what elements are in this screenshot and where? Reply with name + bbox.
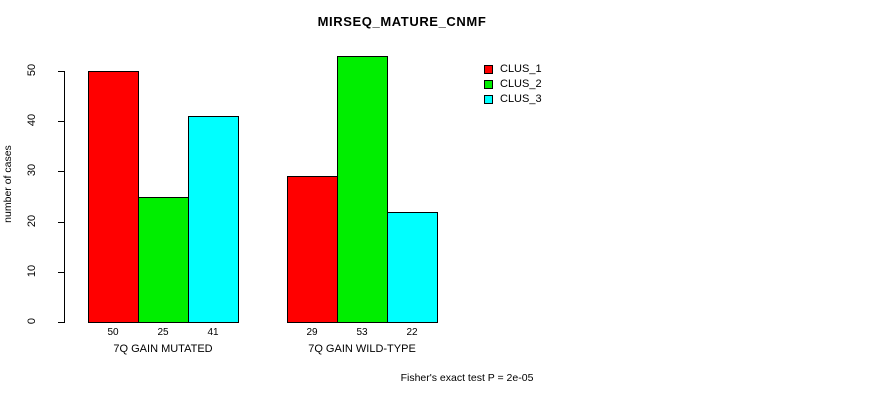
legend: CLUS_1 CLUS_2 CLUS_3 [484, 62, 542, 107]
y-tick-label-text: 30 [26, 164, 38, 177]
y-tick-label: 40 [12, 114, 52, 126]
bar-value-label: 53 [356, 327, 368, 338]
y-tick-mark [58, 322, 64, 323]
y-axis-line [64, 71, 65, 323]
bar-value-label: 41 [207, 327, 219, 338]
legend-color-swatch [484, 95, 493, 104]
bar [387, 211, 438, 323]
y-tick-label-text: 20 [26, 214, 38, 227]
legend-color-swatch [484, 65, 493, 74]
y-tick-label: 50 [12, 64, 52, 76]
bar-value-label: 25 [157, 327, 169, 338]
y-tick-label: 10 [12, 265, 52, 277]
y-tick-label: 0 [12, 315, 52, 327]
x-axis-group-label: 7Q GAIN MUTATED [113, 343, 213, 355]
y-tick-label-text: 10 [26, 264, 38, 277]
page-title: MIRSEQ_MATURE_CNMF [317, 14, 487, 29]
bar [337, 55, 388, 323]
legend-item-label: CLUS_3 [500, 93, 542, 105]
legend-item-label: CLUS_2 [500, 78, 542, 90]
statistical-annotation: Fisher's exact test P = 2e-05 [400, 372, 534, 384]
bar-value-label: 22 [406, 327, 418, 338]
y-tick-label: 20 [12, 214, 52, 227]
y-tick-mark [58, 271, 64, 273]
bar [88, 71, 139, 323]
y-tick-mark [58, 121, 64, 123]
y-tick-mark [58, 71, 64, 72]
y-tick-mark [58, 171, 64, 173]
legend-item: CLUS_2 [484, 77, 542, 92]
legend-color-swatch [484, 80, 493, 89]
legend-item: CLUS_3 [484, 92, 542, 107]
legend-item: CLUS_1 [484, 62, 542, 77]
bar [138, 196, 189, 323]
bar [287, 176, 338, 323]
y-tick-mark [58, 221, 64, 223]
x-axis-group-label: 7Q GAIN WILD-TYPE [308, 343, 416, 355]
legend-item-label: CLUS_1 [500, 63, 542, 75]
y-tick-label-text: 50 [26, 63, 38, 77]
y-tick-label: 30 [12, 164, 52, 176]
bar-value-label: 29 [306, 327, 318, 338]
y-tick-label-text: 0 [26, 317, 38, 325]
y-tick-label-text: 40 [26, 114, 38, 127]
bar-value-label: 50 [107, 327, 119, 338]
bar [188, 116, 239, 323]
